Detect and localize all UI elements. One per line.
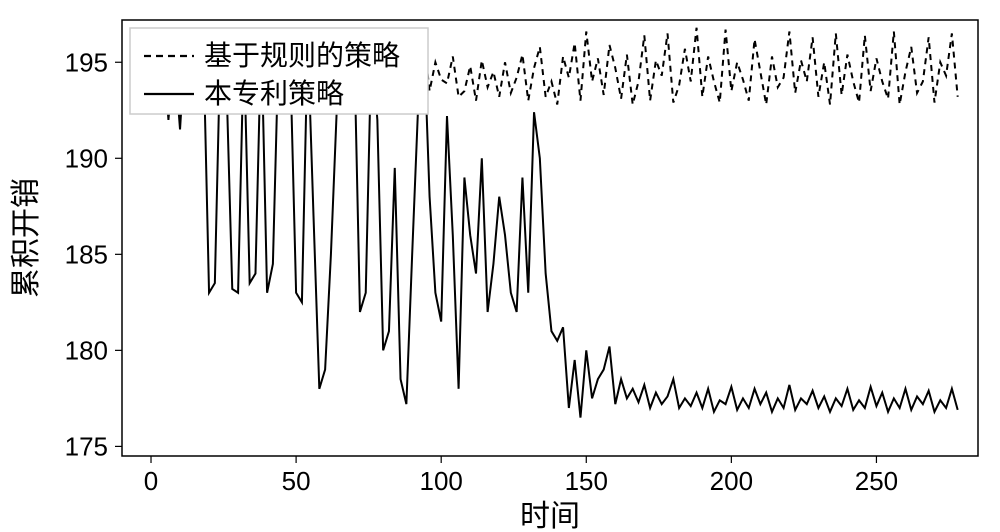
y-tick-label: 180 [65,335,108,365]
y-tick-label: 190 [65,143,108,173]
y-tick-label: 195 [65,47,108,77]
x-tick-label: 0 [144,466,158,496]
legend-label-0: 基于规则的策略 [204,40,400,71]
x-axis-label: 时间 [520,500,580,532]
x-tick-label: 250 [855,466,898,496]
legend-label-1: 本专利策略 [204,78,344,109]
x-tick-label: 50 [282,466,311,496]
y-tick-label: 185 [65,239,108,269]
y-axis-label: 累积开销 [10,178,43,298]
legend: 基于规则的策略本专利策略 [130,28,428,114]
y-tick-label: 175 [65,431,108,461]
x-tick-label: 100 [419,466,462,496]
line-chart: 0 50 100 150 200 250 175 180 185 190 195 时间 累积开销 基于规则… [0,0,1000,532]
x-tick-label: 200 [710,466,753,496]
x-tick-label: 150 [565,466,608,496]
chart-container: 0 50 100 150 200 250 175 180 185 190 195 时间 累积开销 基于规则… [0,0,1000,532]
